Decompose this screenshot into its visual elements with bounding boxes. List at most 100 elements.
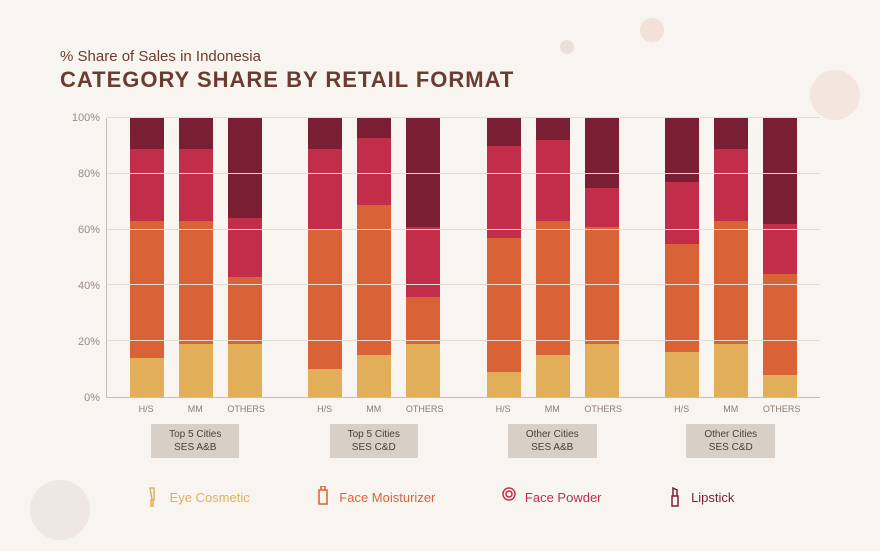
infographic-canvas: % Share of Sales in Indonesia CATEGORY S… — [0, 0, 880, 551]
bar-segment-eye — [585, 344, 619, 397]
gridline — [107, 284, 820, 285]
legend-item-lipstick: Lipstick — [667, 486, 734, 508]
x-tick-label: MM — [357, 398, 391, 414]
x-axis-labels: H/SMMOTHERSH/SMMOTHERSH/SMMOTHERSH/SMMOT… — [106, 398, 820, 414]
bar-segment-face_moist — [228, 277, 262, 344]
bar-segment-face_moist — [536, 221, 570, 355]
bar-segment-face_moist — [179, 221, 213, 344]
bar-segment-lipstick — [536, 118, 570, 140]
bar-segment-face_powder — [357, 138, 391, 205]
x-tick-label: MM — [535, 398, 569, 414]
bar-segment-face_powder — [130, 149, 164, 222]
bar-segment-eye — [763, 375, 797, 397]
stacked-bar — [308, 118, 342, 397]
bar-segment-lipstick — [585, 118, 619, 188]
y-axis: 0%20%40%60%80%100% — [60, 118, 106, 398]
bar-segment-face_moist — [665, 244, 699, 353]
stacked-bar — [357, 118, 391, 397]
x-tick-label: H/S — [129, 398, 163, 414]
bar-segment-face_powder — [536, 140, 570, 221]
stacked-bar — [228, 118, 262, 397]
bar-segment-eye — [130, 358, 164, 397]
bar-segment-face_moist — [406, 297, 440, 344]
face_powder-icon — [501, 486, 517, 508]
gridline — [107, 229, 820, 230]
bar-segment-face_moist — [130, 221, 164, 358]
bar-segment-eye — [665, 352, 699, 397]
eye-icon — [146, 486, 162, 508]
bar-segment-eye — [714, 344, 748, 397]
y-tick-label: 0% — [84, 392, 100, 404]
bar-segment-lipstick — [714, 118, 748, 149]
bar-segment-face_powder — [763, 224, 797, 274]
gridline — [107, 340, 820, 341]
bar-segment-lipstick — [179, 118, 213, 149]
legend-label: Eye Cosmetic — [170, 490, 250, 505]
x-tick-label: H/S — [665, 398, 699, 414]
chart-area: 0%20%40%60%80%100% — [60, 118, 820, 398]
x-tick-label: OTHERS — [763, 398, 797, 414]
stacked-bar — [130, 118, 164, 397]
bar-segment-face_moist — [487, 238, 521, 372]
bar-segment-face_powder — [228, 218, 262, 277]
bar-segment-face_powder — [585, 188, 619, 227]
bar-segment-face_moist — [357, 205, 391, 356]
y-tick-label: 100% — [72, 112, 100, 124]
gridline — [107, 173, 820, 174]
legend-item-eye: Eye Cosmetic — [146, 486, 250, 508]
bar-segment-eye — [228, 344, 262, 397]
stacked-bar — [763, 118, 797, 397]
bar-segment-face_moist — [714, 221, 748, 344]
decorative-blob — [640, 18, 664, 42]
x-tick-label: MM — [714, 398, 748, 414]
bar-segment-eye — [487, 372, 521, 397]
bar-segment-face_moist — [763, 274, 797, 374]
bar-segment-lipstick — [357, 118, 391, 138]
y-tick-label: 40% — [78, 280, 100, 292]
y-tick-label: 80% — [78, 168, 100, 180]
legend-label: Face Powder — [525, 490, 602, 505]
stacked-bar — [585, 118, 619, 397]
bar-segment-eye — [406, 344, 440, 397]
bar-segment-face_moist — [585, 227, 619, 344]
bar-segment-lipstick — [308, 118, 342, 149]
x-tick-label: OTHERS — [227, 398, 261, 414]
group-label: Top 5 CitiesSES C&D — [330, 424, 418, 458]
bar-segment-lipstick — [487, 118, 521, 146]
bar-segment-lipstick — [130, 118, 164, 149]
bar-group — [107, 118, 285, 397]
chart-subtitle: % Share of Sales in Indonesia — [60, 48, 820, 65]
bar-segment-face_moist — [308, 230, 342, 370]
group-label: Other CitiesSES A&B — [508, 424, 597, 458]
stacked-bar — [406, 118, 440, 397]
chart-title: CATEGORY SHARE BY RETAIL FORMAT — [60, 67, 820, 93]
group-labels: Top 5 CitiesSES A&BTop 5 CitiesSES C&DOt… — [106, 424, 820, 458]
stacked-bar — [179, 118, 213, 397]
bar-segment-lipstick — [228, 118, 262, 218]
legend-label: Face Moisturizer — [339, 490, 435, 505]
bar-segment-face_powder — [179, 149, 213, 222]
bar-segment-lipstick — [763, 118, 797, 224]
bar-group — [285, 118, 463, 397]
bar-segment-face_powder — [308, 149, 342, 230]
x-tick-label: MM — [178, 398, 212, 414]
legend-item-face_powder: Face Powder — [501, 486, 602, 508]
bar-segment-eye — [308, 369, 342, 397]
bar-segment-eye — [179, 344, 213, 397]
x-tick-label: H/S — [308, 398, 342, 414]
bar-segment-eye — [357, 355, 391, 397]
bar-groups — [107, 118, 820, 397]
legend: Eye Cosmetic Face Moisturizer Face Powder L… — [60, 486, 820, 508]
bar-group — [464, 118, 642, 397]
x-tick-label: OTHERS — [406, 398, 440, 414]
y-tick-label: 20% — [78, 336, 100, 348]
stacked-bar — [665, 118, 699, 397]
bar-segment-eye — [536, 355, 570, 397]
legend-label: Lipstick — [691, 490, 734, 505]
stacked-bar — [536, 118, 570, 397]
y-tick-label: 60% — [78, 224, 100, 236]
bar-segment-face_powder — [487, 146, 521, 238]
stacked-bar — [487, 118, 521, 397]
stacked-bar — [714, 118, 748, 397]
gridline — [107, 117, 820, 118]
